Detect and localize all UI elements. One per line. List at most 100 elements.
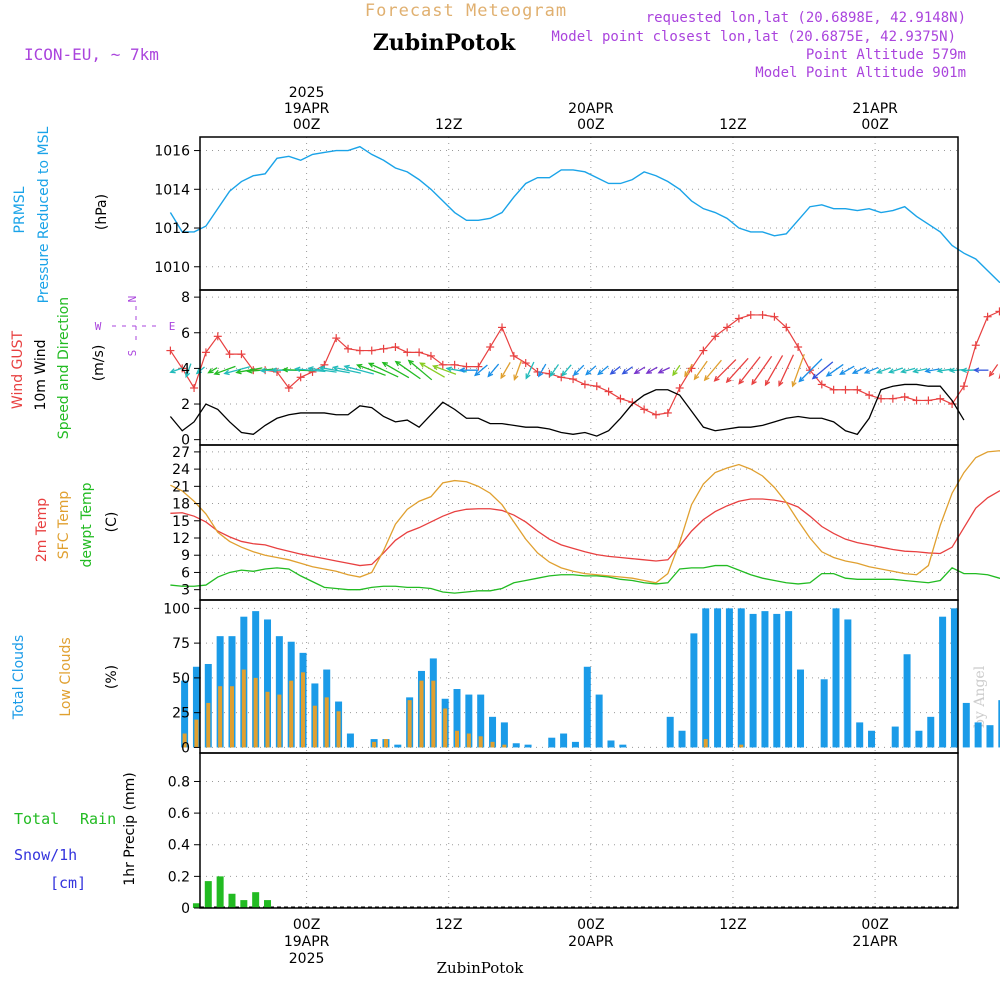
compass-s: S (126, 350, 139, 357)
gust-marker (486, 343, 495, 352)
total-cloud-bar (844, 619, 852, 748)
gust-marker (983, 312, 992, 321)
wind-arrow-head (811, 373, 818, 380)
wind-arrow-head (207, 368, 214, 374)
top-time-label: 2025 (289, 85, 325, 101)
wind-arrow-shaft (208, 367, 218, 374)
wind-arrow-head (458, 367, 465, 373)
wind-arrow-head (169, 368, 176, 374)
y-tick-label: 12 (172, 531, 190, 547)
wind-arrow-shaft (333, 366, 361, 374)
wind-arrow (487, 363, 500, 378)
panel-frame (199, 444, 959, 601)
gust-marker (616, 394, 625, 403)
wind-arrow-head (912, 368, 919, 374)
wind-arrow-head (572, 370, 579, 377)
panel-frame (199, 752, 959, 909)
wind-arrow-head (713, 375, 720, 382)
y-tick-label: 25 (172, 706, 190, 722)
wind-arrow-head (839, 369, 846, 375)
footer-location: ZubinPotok (437, 959, 525, 977)
bottom-time-label: 00Z (861, 917, 888, 933)
wind-arrow (900, 367, 916, 374)
wind-arrow-head (307, 366, 314, 372)
wind-arrow (621, 366, 633, 375)
snow-label: Snow/1h (14, 846, 77, 864)
wind-arrow-shaft (684, 363, 693, 377)
gust-marker (213, 332, 222, 341)
wind-arrow-head (561, 370, 568, 377)
gust-label: Wind GUST (10, 330, 26, 409)
gust-marker (367, 346, 376, 355)
gust-marker (438, 360, 447, 369)
wind-arrow-head (525, 373, 531, 380)
pressure-label-1: PRMSL (12, 186, 28, 233)
wind-arrow-head (924, 367, 931, 374)
gust-marker (344, 344, 353, 353)
wind-arrow-shaft (812, 361, 834, 380)
low-cloud-bar (502, 744, 507, 748)
low-cloud-bar (324, 697, 329, 748)
wind-arrow-shaft (765, 355, 784, 386)
y-tick-label: 18 (172, 497, 190, 513)
y-tick-label: 0 (181, 433, 190, 449)
low-cloud-bar (229, 686, 234, 748)
dewpt-label: dewpt Temp (79, 482, 95, 567)
rain-bar (192, 903, 200, 908)
wind-arrow-shaft (525, 361, 535, 379)
wind-arrow-shaft (877, 367, 891, 374)
total-clouds-label: Total Clouds (11, 635, 27, 720)
wind-arrow-shaft (395, 361, 421, 380)
low-cloud-bar (241, 669, 246, 748)
wind-arrow-shaft (864, 366, 879, 374)
total-cloud-bar (737, 608, 745, 748)
dewpoint-line (170, 564, 1000, 594)
wind-arrow (500, 362, 511, 380)
y-tick-label: 100 (163, 601, 190, 617)
wind-arrow-head (235, 368, 242, 375)
precip-labels: Total Rain Snow/1h [cm] 1hr Precip (mm) (14, 772, 138, 892)
low-cloud-bar (265, 691, 270, 748)
wind-arrow-head (672, 370, 678, 377)
total-cloud-bar (820, 679, 828, 748)
y-tick-label: 0 (181, 901, 190, 917)
gust-marker (746, 310, 755, 319)
wind-arrow (672, 364, 681, 377)
wind-arrow-head (621, 368, 628, 375)
total-cloud-bar (974, 722, 982, 748)
total-cloud-bar (714, 608, 722, 748)
wind-arrow-head (751, 379, 757, 386)
gust-marker (332, 334, 341, 343)
y-tick-label: 8 (181, 290, 190, 306)
wind-arrow-head (281, 367, 289, 373)
gust-marker (675, 383, 684, 392)
y-tick-label: 0.8 (168, 774, 190, 790)
wind-arrow (713, 359, 737, 382)
wind-arrow-head (367, 362, 375, 368)
total-cloud-bar (986, 725, 994, 748)
wind-arrow (207, 367, 218, 374)
wind-arrow (318, 365, 350, 374)
wind-arrow-head (851, 368, 859, 374)
bottom-time-label: 21APR (852, 934, 898, 950)
wind-arrow (585, 365, 597, 376)
wind-arrow-shaft (561, 364, 572, 376)
wind-arrow-shaft (500, 362, 511, 379)
wind-arrow-head (645, 368, 652, 374)
gust-marker (450, 360, 459, 369)
total-cloud-bar (678, 730, 686, 748)
wind-arrow-shaft (792, 353, 805, 387)
model-altitude: Model Point Altitude 901m (755, 65, 966, 81)
total-cloud-bar (477, 694, 485, 748)
gust-marker (959, 382, 968, 391)
wind-arrow-shaft (726, 357, 749, 383)
wind-arrow-shaft (585, 365, 597, 376)
wind-arrow-head (381, 361, 388, 368)
gust-marker (888, 394, 897, 403)
wind-arrow-shaft (937, 368, 952, 372)
gust-marker (912, 396, 921, 405)
y-tick-label: 15 (172, 514, 190, 530)
wind-arrow (432, 364, 457, 375)
compass-n: N (126, 296, 139, 303)
low-cloud-bar (336, 711, 341, 748)
